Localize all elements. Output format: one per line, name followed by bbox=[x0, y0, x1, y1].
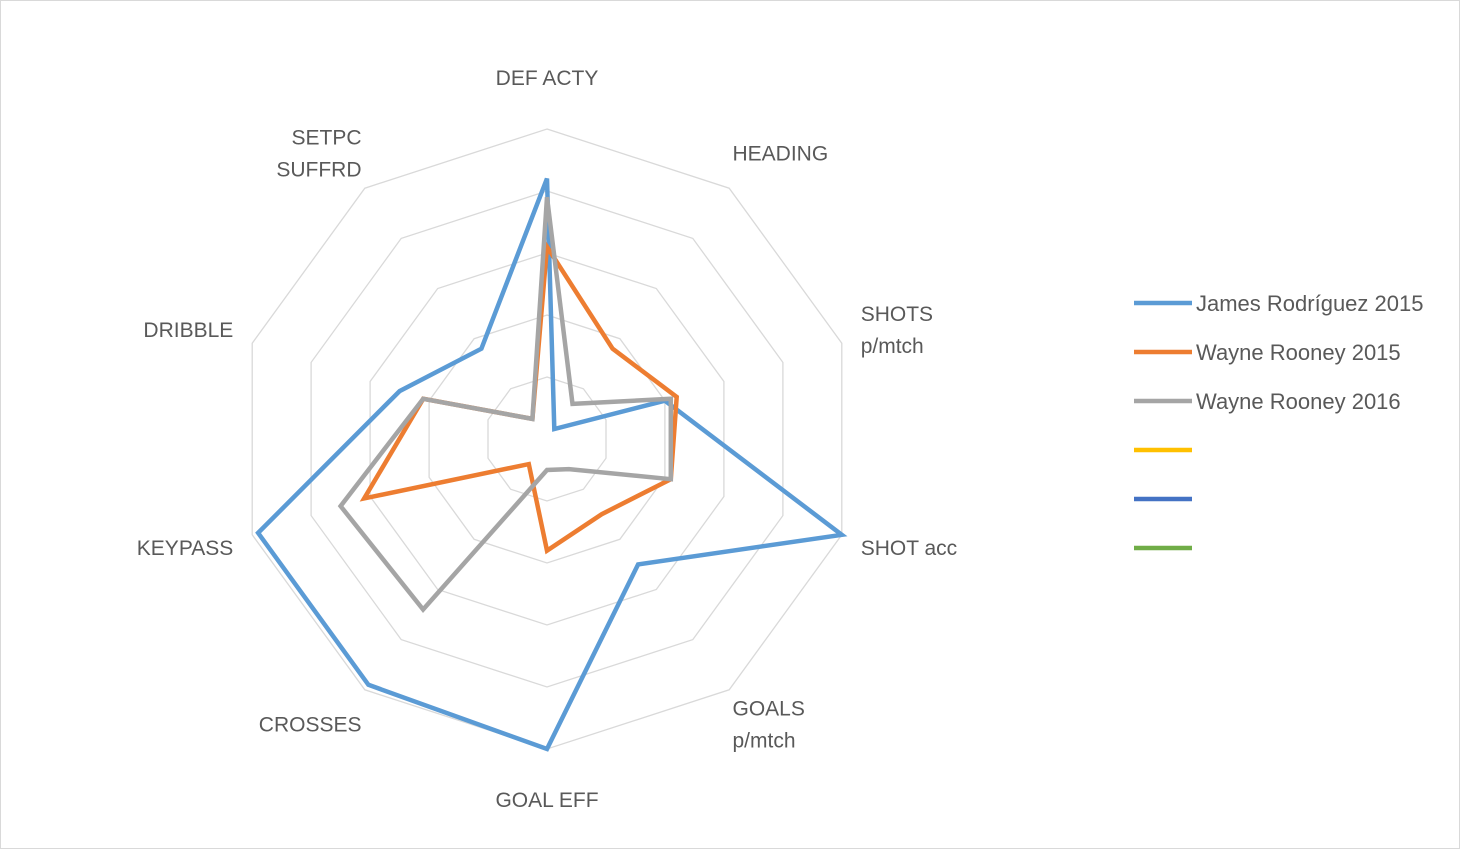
axis-label-8: KEYPASS bbox=[137, 537, 234, 560]
axis-label-line: DRIBBLE bbox=[143, 319, 233, 342]
axis-label-line: SHOTS bbox=[861, 303, 933, 326]
axis-label-7: CROSSES bbox=[259, 714, 362, 737]
axis-label-line: CROSSES bbox=[259, 714, 362, 737]
axis-label-line: DEF ACTY bbox=[496, 67, 599, 90]
axis-label-2: HEADING bbox=[733, 143, 829, 166]
axis-label-line: GOALS bbox=[733, 698, 805, 721]
axis-label-5: GOALS p/mtch bbox=[733, 698, 805, 753]
legend-label-1: James Rodríguez 2015 bbox=[1196, 291, 1423, 316]
axis-label-1: DEF ACTY bbox=[496, 67, 599, 90]
axis-label-line: p/mtch bbox=[733, 730, 796, 753]
series-line-3 bbox=[337, 196, 674, 613]
radar-series bbox=[255, 177, 848, 752]
axis-label-4: SHOT acc bbox=[861, 537, 957, 560]
grid-ring-3 bbox=[369, 252, 725, 626]
axis-label-9: DRIBBLE bbox=[143, 319, 233, 342]
legend-label-3: Wayne Rooney 2016 bbox=[1196, 389, 1401, 414]
axis-label-10: SETPC SUFFRD bbox=[276, 127, 361, 182]
grid-ring-1 bbox=[487, 376, 607, 502]
axis-label-line: p/mtch bbox=[861, 335, 924, 358]
axis-label-6: GOAL EFF bbox=[495, 789, 598, 812]
series-line-1 bbox=[255, 177, 848, 752]
axis-labels: DEF ACTY HEADING SHOTS p/mtch SHOT acc GOALS p… bbox=[137, 67, 957, 812]
legend-label-2: Wayne Rooney 2015 bbox=[1196, 340, 1401, 365]
axis-label-line: SETPC bbox=[291, 127, 361, 150]
grid-ring-2 bbox=[428, 314, 666, 564]
axis-label-line: HEADING bbox=[733, 143, 829, 166]
legend: James Rodríguez 2015 Wayne Rooney 2015 Way… bbox=[1134, 291, 1423, 551]
axis-label-line: SHOT acc bbox=[861, 537, 957, 560]
axis-label-line: KEYPASS bbox=[137, 537, 234, 560]
axis-label-line: SUFFRD bbox=[276, 159, 361, 182]
axis-label-line: GOAL EFF bbox=[495, 789, 598, 812]
grid-ring-4 bbox=[310, 190, 784, 688]
axis-label-3: SHOTS p/mtch bbox=[861, 303, 933, 358]
